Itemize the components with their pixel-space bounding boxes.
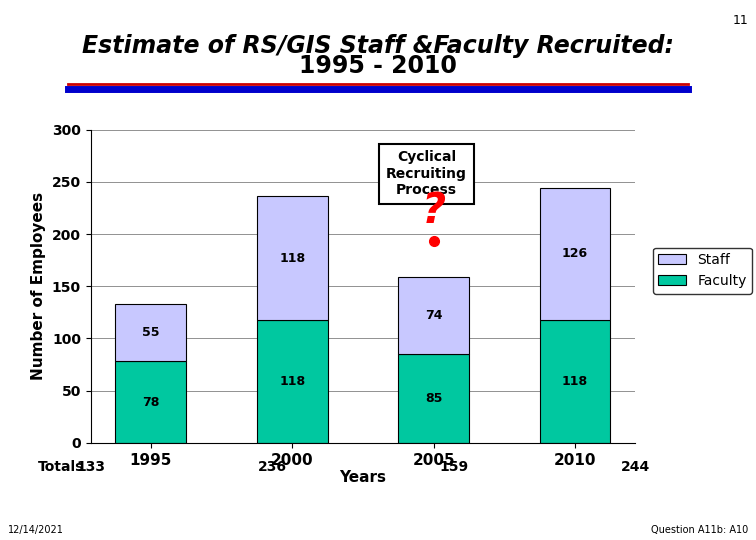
Text: 55: 55 <box>142 326 160 339</box>
Bar <box>540 320 610 443</box>
Bar <box>257 197 327 320</box>
Text: 85: 85 <box>425 392 442 405</box>
Text: 12/14/2021: 12/14/2021 <box>8 524 64 535</box>
Text: 118: 118 <box>279 375 305 388</box>
Bar <box>398 277 469 354</box>
Text: 74: 74 <box>425 309 442 322</box>
Text: 126: 126 <box>562 247 588 260</box>
Text: 159: 159 <box>439 460 468 474</box>
Text: 11: 11 <box>733 14 748 26</box>
Text: 118: 118 <box>279 252 305 265</box>
Text: ?: ? <box>422 190 445 232</box>
Bar <box>116 304 186 361</box>
Bar <box>116 361 186 443</box>
Legend: Staff, Faculty: Staff, Faculty <box>653 247 752 294</box>
Text: Cyclical
Recruiting
Process: Cyclical Recruiting Process <box>386 151 467 197</box>
Bar <box>398 354 469 443</box>
Bar <box>257 320 327 443</box>
Text: Totals: Totals <box>38 460 84 474</box>
Text: 236: 236 <box>258 460 287 474</box>
Text: 1995 - 2010: 1995 - 2010 <box>299 54 457 78</box>
Text: Estimate of RS/GIS Staff &Faculty Recruited:: Estimate of RS/GIS Staff &Faculty Recrui… <box>82 34 674 58</box>
Y-axis label: Number of Employees: Number of Employees <box>31 192 46 380</box>
Text: 133: 133 <box>76 460 105 474</box>
Text: 244: 244 <box>621 460 649 474</box>
Text: 118: 118 <box>562 375 588 388</box>
Text: 78: 78 <box>142 396 160 409</box>
Text: Years: Years <box>339 470 386 485</box>
Text: Question A11b: A10: Question A11b: A10 <box>651 524 748 535</box>
Bar <box>540 188 610 320</box>
